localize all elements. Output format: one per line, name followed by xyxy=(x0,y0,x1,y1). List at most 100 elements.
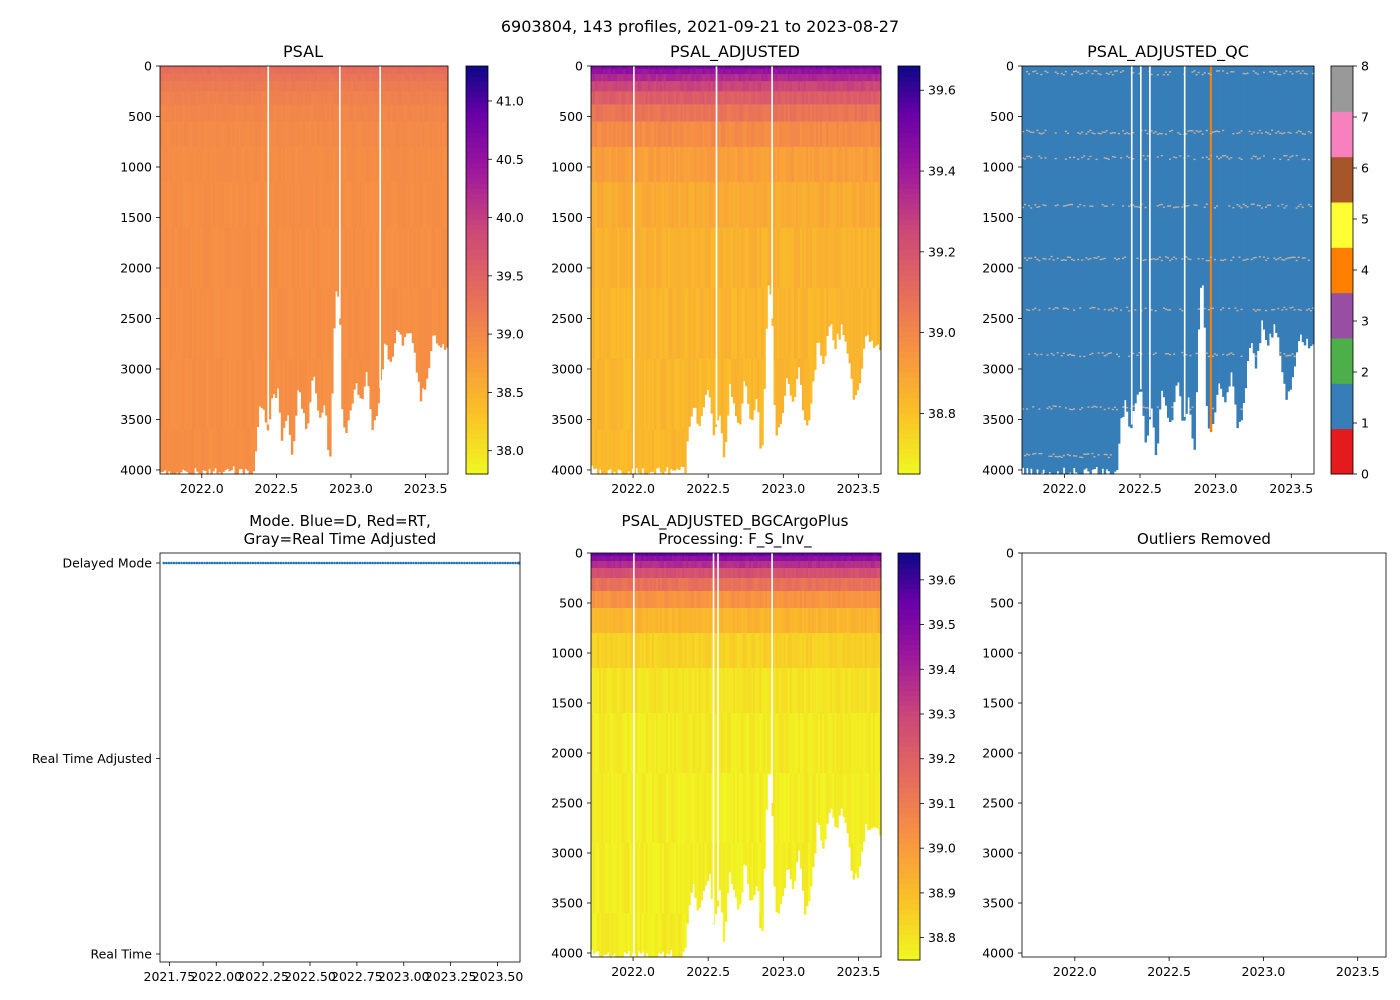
panel-psal-adjusted-qc-flagged-point xyxy=(1044,204,1047,207)
panel-psal-colorbar-segment xyxy=(466,346,488,353)
panel-psal-adjusted-qc-cell xyxy=(1101,121,1105,148)
panel-psal-adjusted-qc-cell xyxy=(1111,69,1115,75)
panel-psal-cell xyxy=(397,104,401,122)
panel-psal-adjusted-cell xyxy=(856,358,860,391)
panel-psal-adjusted-qc-cell xyxy=(1071,91,1074,105)
panel-psal-adjusted-cell xyxy=(765,74,768,82)
panel-psal-adjusted-qc-cell xyxy=(1150,74,1154,82)
panel-psal-adjusted-cell xyxy=(728,146,732,183)
panel-psal-cell xyxy=(359,74,362,82)
panel-psal-adjusted-ytick-label: 2500 xyxy=(551,311,583,326)
panel-psal-adjusted-qc-cell xyxy=(1162,69,1166,75)
panel-psal-adjusted-qc-flagged-point xyxy=(1111,408,1115,411)
panel-psal-cell xyxy=(351,66,354,70)
panel-psal-adjusted-colorbar-segment xyxy=(898,448,920,455)
panel-psal-cell xyxy=(182,91,185,105)
panel-psal-adjusted-qc-cell xyxy=(1097,429,1100,475)
panel-psal-cell xyxy=(300,91,304,105)
panel-psal-adjusted-cell xyxy=(712,104,716,122)
panel-psal-cell xyxy=(192,121,195,148)
panel-psal-cell xyxy=(254,121,258,148)
panel-psal-colorbar-segment xyxy=(466,448,488,455)
panel-psal-adjusted-cell xyxy=(601,429,604,475)
panel-psal-cell xyxy=(415,358,419,373)
panel-psal-colorbar-segment xyxy=(466,188,488,195)
panel-psal-adjusted-cell xyxy=(623,227,626,289)
panel-psal-adjusted-cell xyxy=(651,66,655,70)
panel-psal-adjusted-cell xyxy=(651,288,655,360)
panel-psal-cell xyxy=(435,91,439,105)
panel-psal-cell xyxy=(298,81,302,92)
panel-psal-cell xyxy=(323,81,326,92)
panel-psal-cell xyxy=(182,288,185,360)
panel-psal-adjusted-cell xyxy=(755,358,758,400)
panel-psal-adjusted-cell xyxy=(765,69,768,75)
panel-psal-cell xyxy=(369,69,372,75)
panel-psal-adjusted-cell xyxy=(793,104,797,122)
panel-psal-cell xyxy=(423,66,427,70)
panel-psal-adjusted-colorbar-segment xyxy=(898,433,920,439)
panel-psal-adjusted-qc-cell xyxy=(1071,104,1074,122)
panel-psal-adjusted-cell xyxy=(775,121,778,148)
panel-psal-adjusted-qc-cell xyxy=(1050,429,1054,475)
panel-psal-cell xyxy=(411,81,415,92)
panel-psal-adjusted-cell xyxy=(704,69,707,75)
panel-psal-cell xyxy=(292,91,296,105)
panel-psal-cell xyxy=(236,121,239,148)
panel-psal-cell xyxy=(252,121,256,148)
panel-psal-cell xyxy=(385,69,388,75)
panel-psal-adjusted-qc-cell xyxy=(1056,91,1060,105)
panel-psal-adjusted-cell xyxy=(737,81,740,92)
panel-psal-adjusted-cell xyxy=(637,182,641,228)
panel-psal-adjusted-cell xyxy=(832,66,835,70)
panel-psal-adjusted-qc-flagged-point xyxy=(1034,256,1037,258)
panel-psal-cell xyxy=(357,91,360,105)
panel-psal-adjusted-cell xyxy=(878,66,882,70)
panel-psal-cell xyxy=(395,66,399,70)
panel-psal-adjusted-cell xyxy=(694,358,697,408)
panel-psal-adjusted-cell xyxy=(732,288,736,360)
panel-psal-adjusted-cell xyxy=(599,91,602,105)
panel-psal-adjusted-cell xyxy=(657,288,661,360)
panel-psal-cell xyxy=(228,81,231,92)
panel-psal-adjusted-qc-cell xyxy=(1034,66,1037,70)
panel-psal-cell xyxy=(343,66,346,70)
panel-psal-adjusted-qc-cell xyxy=(1091,66,1094,70)
panel-psal-adjusted-qc-cell xyxy=(1134,69,1137,75)
panel-psal-adjusted-cell xyxy=(848,182,851,228)
panel-psal-adjusted-cell xyxy=(698,182,701,228)
panel-psal-adjusted-cell xyxy=(805,288,809,360)
panel-psal-adjusted-qc-cell xyxy=(1152,74,1156,82)
panel-psal-adjusted-cell xyxy=(842,74,845,82)
panel-psal-adjusted-cell xyxy=(840,66,843,70)
panel-psal-adjusted-cell xyxy=(649,146,653,183)
panel-psal-adjusted-colorbar-segment xyxy=(898,341,920,348)
panel-psal-adjusted-cell xyxy=(803,227,807,289)
panel-psal-adjusted-qc-cell xyxy=(1050,358,1054,430)
panel-psal-adjusted-qc-flagged-point xyxy=(1136,354,1139,357)
panel-psal-adjusted-qc-cell xyxy=(1132,81,1135,92)
panel-psal-adjusted-cell xyxy=(657,91,661,105)
panel-psal-adjusted-cell xyxy=(791,288,795,360)
panel-psal-adjusted-qc-cell xyxy=(1038,74,1041,82)
panel-psal-adjusted-qc-cell xyxy=(1152,146,1156,183)
panel-psal-cell xyxy=(425,104,429,122)
panel-psal-adjusted-cell xyxy=(649,104,653,122)
panel-psal-adjusted-cell xyxy=(611,429,614,475)
panel-psal-cell xyxy=(397,66,401,70)
panel-psal-adjusted-cell xyxy=(639,66,643,70)
panel-psal-adjusted-cell xyxy=(747,358,750,404)
panel-psal-adjusted-cell xyxy=(720,182,724,228)
panel-psal-adjusted-qc-cell xyxy=(1042,69,1045,75)
panel-psal-adjusted-qc-cell xyxy=(1158,91,1162,105)
panel-psal-adjusted-qc-cell xyxy=(1075,66,1078,70)
panel-psal-cell xyxy=(355,182,358,228)
panel-psal-cell xyxy=(252,358,256,430)
panel-psal-adjusted-cell xyxy=(795,74,799,82)
panel-psal-cell xyxy=(204,182,207,228)
panel-psal-colorbar-segment xyxy=(466,122,488,128)
panel-psal-adjusted-colorbar-segment xyxy=(898,412,920,419)
panel-psal-adjusted-qc-cell xyxy=(1101,146,1105,183)
panel-psal-adjusted-qc-cell xyxy=(1140,104,1143,122)
panel-psal-adjusted-cell xyxy=(641,104,645,122)
